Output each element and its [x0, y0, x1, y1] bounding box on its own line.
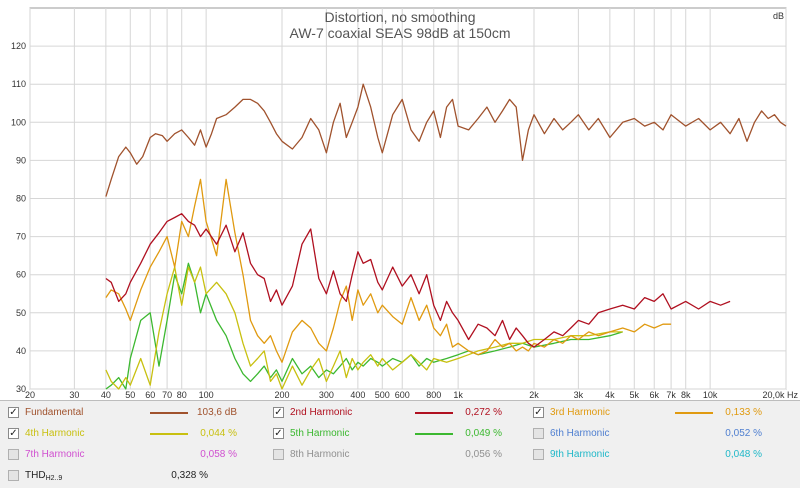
x-tick-label: 200	[274, 390, 289, 400]
x-tick-label: 7k	[666, 390, 676, 400]
legend-value: 0,052 %	[725, 428, 762, 439]
legend-checkbox[interactable]	[533, 449, 544, 460]
x-tick-label: 80	[177, 390, 187, 400]
x-tick-label: 1k	[453, 390, 463, 400]
x-tick-label: 30	[69, 390, 79, 400]
legend-panel: ✓ Fundamental 103,6 dB ✓ 2nd Harmonic 0,272 %…	[0, 400, 800, 488]
series-line	[105, 83, 787, 197]
legend-label: THDH2..9	[25, 470, 63, 482]
legend-item: 7th Harmonic 0,058 %	[8, 446, 270, 464]
legend-swatch	[415, 412, 453, 414]
y-tick-label: 40	[16, 346, 26, 356]
x-tick-label: 2k	[529, 390, 539, 400]
y-unit-label: dB	[773, 11, 784, 21]
y-tick-label: 110	[12, 79, 26, 89]
x-tick-label: 20,0k Hz	[762, 390, 798, 400]
legend-item: ✓ 5th Harmonic 0,049 %	[273, 425, 535, 443]
legend-value: 0,049 %	[465, 428, 502, 439]
y-tick-label: 70	[16, 232, 26, 242]
legend-value: 0,328 %	[171, 470, 208, 481]
x-tick-label: 20	[25, 390, 35, 400]
x-tick-label: 5k	[630, 390, 640, 400]
y-tick-label: 60	[16, 270, 26, 280]
chart-title: Distortion, no smoothing	[325, 9, 476, 25]
series-lines	[105, 83, 787, 390]
y-tick-label: 50	[16, 308, 26, 318]
y-tick-label: 100	[11, 117, 26, 127]
legend-item: ✓ 2nd Harmonic 0,272 %	[273, 404, 535, 422]
legend-checkbox[interactable]	[8, 470, 19, 481]
x-tick-label: 800	[426, 390, 441, 400]
legend-label: 8th Harmonic	[290, 449, 350, 460]
legend-item: ✓ 4th Harmonic 0,044 %	[8, 425, 270, 443]
x-tick-label: 3k	[574, 390, 584, 400]
legend-checkbox[interactable]: ✓	[8, 407, 19, 418]
legend-item: ✓ Fundamental 103,6 dB	[8, 404, 270, 422]
y-tick-label: 90	[16, 155, 26, 165]
y-tick-label: 120	[11, 41, 26, 51]
legend-swatch	[675, 412, 713, 414]
legend-item: ✓ 3rd Harmonic 0,133 %	[533, 404, 795, 422]
legend-value: 103,6 dB	[196, 407, 237, 418]
x-tick-label: 600	[395, 390, 410, 400]
x-tick-label: 50	[125, 390, 135, 400]
chart-area: 30 40 50 60 70 80 90 100 110 120 20 30 40 50 60 70 80 100…	[11, 7, 799, 400]
legend-label: 3rd Harmonic	[550, 407, 611, 418]
x-tick-label: 70	[162, 390, 172, 400]
legend-label: 6th Harmonic	[550, 428, 610, 439]
legend-checkbox[interactable]: ✓	[8, 428, 19, 439]
legend-label: 9th Harmonic	[550, 449, 610, 460]
legend-checkbox[interactable]: ✓	[273, 407, 284, 418]
legend-value: 0,044 %	[200, 428, 237, 439]
series-line	[105, 213, 731, 348]
x-tick-label: 4k	[605, 390, 615, 400]
legend-swatch	[415, 433, 453, 435]
x-tick-label: 300	[319, 390, 334, 400]
x-tick-label: 500	[375, 390, 390, 400]
legend-item: 9th Harmonic 0,048 %	[533, 446, 795, 464]
legend-checkbox[interactable]	[273, 449, 284, 460]
x-tick-label: 10k	[703, 390, 718, 400]
legend-value: 0,272 %	[465, 407, 502, 418]
legend-checkbox[interactable]	[8, 449, 19, 460]
legend-value: 0,048 %	[725, 449, 762, 460]
legend-value: 0,133 %	[725, 407, 762, 418]
y-tick-label: 80	[16, 194, 26, 204]
legend-item: THDH2..9 0,328 %	[8, 467, 270, 485]
legend-label: 2nd Harmonic	[290, 407, 353, 418]
legend-label-subscript: H2..9	[45, 475, 63, 482]
legend-checkbox[interactable]	[533, 428, 544, 439]
x-tick-label: 400	[350, 390, 365, 400]
x-tick-label: 6k	[649, 390, 659, 400]
legend-swatch	[150, 412, 188, 414]
legend-label: 5th Harmonic	[290, 428, 350, 439]
legend-item: 8th Harmonic 0,056 %	[273, 446, 535, 464]
x-tick-label: 100	[199, 390, 214, 400]
legend-value: 0,056 %	[465, 449, 502, 460]
series-line	[105, 178, 672, 363]
y-tick-label: 30	[16, 384, 26, 394]
legend-checkbox[interactable]: ✓	[273, 428, 284, 439]
chart-subtitle: AW-7 coaxial SEAS 98dB at 150cm	[290, 25, 511, 41]
legend-label: Fundamental	[25, 407, 84, 418]
legend-swatch	[150, 433, 188, 435]
x-tick-label: 60	[145, 390, 155, 400]
grid-lines	[29, 8, 787, 390]
legend-label: 4th Harmonic	[25, 428, 85, 439]
x-tick-label: 8k	[681, 390, 691, 400]
legend-value: 0,058 %	[200, 449, 237, 460]
legend-checkbox[interactable]: ✓	[533, 407, 544, 418]
legend-item: 6th Harmonic 0,052 %	[533, 425, 795, 443]
legend-label: 7th Harmonic	[25, 449, 85, 460]
x-tick-label: 40	[101, 390, 111, 400]
